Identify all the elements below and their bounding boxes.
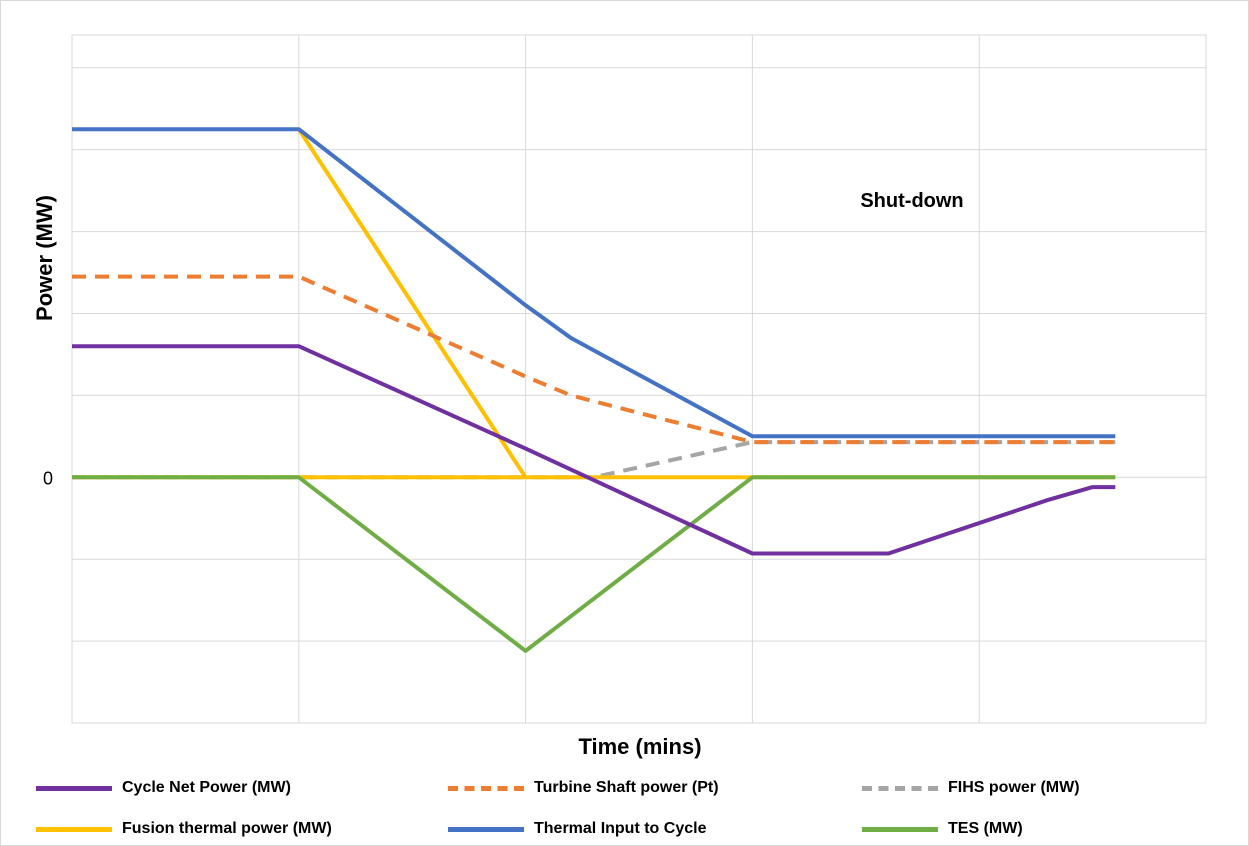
- series-line-thermal-input-to-cycle: [72, 127, 1116, 439]
- legend-swatch-fihs-power: [862, 785, 938, 791]
- legend-item-turbine-shaft-power: Turbine Shaft power (Pt): [448, 775, 719, 801]
- legend-label-fihs-power: FIHS power (MW): [948, 779, 1080, 796]
- series-line-turbine-shaft-power-pt: [72, 274, 1116, 445]
- legend-item-fihs-power: FIHS power (MW): [862, 775, 1080, 801]
- y-axis-label: Power (MW): [32, 195, 57, 321]
- legend-item-thermal-input: Thermal Input to Cycle: [448, 816, 706, 842]
- series-line-fihs-power-mw: [72, 440, 1116, 480]
- series-line-tes-mw: [72, 475, 1116, 653]
- legend-item-cycle-net-power: Cycle Net Power (MW): [36, 775, 291, 801]
- legend-swatch-tes: [862, 826, 938, 832]
- legend-item-tes: TES (MW): [862, 816, 1023, 842]
- chart-legend: Cycle Net Power (MW) Turbine Shaft power…: [0, 770, 1249, 846]
- legend-swatch-cycle-net-power: [36, 785, 112, 791]
- legend-label-tes: TES (MW): [948, 820, 1023, 837]
- series-line-cycle-net-power-mw: [72, 344, 1116, 556]
- series-line-fusion-thermal-power-mw-drop: [297, 128, 528, 479]
- legend-label-turbine-shaft-power: Turbine Shaft power (Pt): [534, 779, 719, 796]
- legend-label-cycle-net-power: Cycle Net Power (MW): [122, 779, 291, 796]
- legend-swatch-thermal-input: [448, 826, 524, 832]
- legend-item-fusion-thermal-power: Fusion thermal power (MW): [36, 816, 332, 842]
- x-axis-label: Time (mins): [578, 734, 701, 759]
- legend-swatch-fusion-thermal-power: [36, 826, 112, 832]
- legend-label-thermal-input: Thermal Input to Cycle: [534, 820, 707, 837]
- legend-label-fusion-thermal-power: Fusion thermal power (MW): [122, 820, 332, 837]
- legend-swatch-turbine-shaft-power: [448, 785, 524, 791]
- y-tick-label-0: 0: [43, 468, 53, 488]
- shutdown-annotation: Shut-down: [860, 190, 963, 212]
- plot-area: [71, 34, 1207, 724]
